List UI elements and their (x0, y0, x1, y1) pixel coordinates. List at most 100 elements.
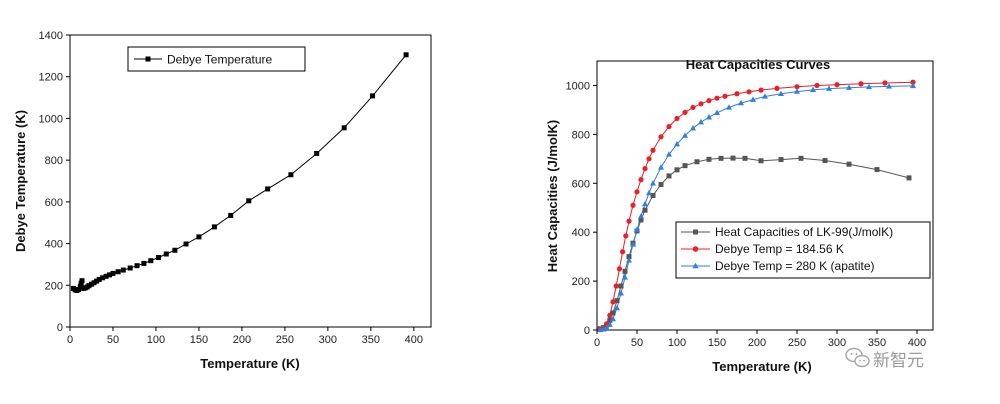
data-point (96, 276, 102, 282)
data-point (794, 84, 800, 90)
data-point (156, 255, 162, 261)
data-point (626, 218, 632, 224)
legend-marker (145, 56, 151, 62)
data-point (79, 278, 85, 284)
watermark: 新智元 (845, 347, 924, 371)
x-tick-label: 200 (233, 334, 251, 346)
data-point (607, 312, 613, 318)
x-tick-label: 150 (190, 334, 208, 346)
data-point (265, 186, 271, 192)
legend: Debye Temperature (127, 46, 306, 72)
data-point (826, 85, 832, 91)
data-point (341, 125, 347, 131)
y-tick-label: 1200 (39, 72, 63, 84)
data-point (682, 163, 688, 169)
y-tick-label: 600 (572, 178, 590, 190)
data-point (606, 321, 613, 327)
data-point (403, 52, 409, 58)
data-point (650, 180, 656, 186)
x-axis-title: Temperature (K) (200, 356, 299, 371)
data-point (694, 159, 700, 165)
data-point (674, 140, 680, 147)
data-point (246, 198, 252, 204)
data-point (846, 161, 852, 167)
x-tick-label: 300 (828, 337, 846, 349)
data-point (211, 224, 217, 230)
data-point (706, 156, 712, 162)
chart-title: Heat Capacities Curves (686, 57, 831, 72)
data-point (616, 266, 623, 272)
data-point (822, 158, 828, 164)
data-point (750, 96, 756, 102)
x-tick-label: 50 (631, 337, 643, 349)
data-point (718, 155, 724, 161)
data-point (730, 155, 736, 161)
data-point (746, 89, 752, 95)
data-point (634, 189, 640, 195)
data-point (603, 324, 610, 330)
data-point (646, 189, 652, 196)
data-point (288, 172, 294, 178)
data-point (610, 315, 616, 322)
x-tick-label: 350 (868, 337, 886, 349)
legend-label-lk99: Heat Capacities of LK-99(J/molK) (715, 225, 893, 239)
data-point (910, 82, 916, 89)
watermark-text: 新智元 (873, 351, 924, 371)
data-point (714, 95, 720, 101)
y-tick-label: 0 (584, 325, 590, 337)
data-point (370, 93, 376, 99)
data-point (882, 80, 888, 86)
data-point (618, 283, 624, 289)
data-point (834, 82, 840, 88)
x-tick-label: 0 (67, 334, 73, 346)
data-point (810, 86, 816, 93)
data-point (614, 304, 620, 311)
data-point (650, 147, 656, 153)
data-point (86, 283, 92, 289)
data-point (618, 290, 624, 296)
data-point (626, 257, 632, 263)
plot-frame (596, 60, 934, 331)
x-tick-label: 400 (908, 337, 926, 349)
legend-marker-lk99 (693, 229, 698, 235)
data-point (690, 104, 696, 111)
y-tick-label: 1400 (39, 30, 63, 42)
data-point (778, 157, 784, 163)
data-point (682, 109, 688, 115)
data-point (600, 326, 607, 332)
data-point (642, 166, 648, 172)
data-point (196, 234, 202, 240)
data-point (630, 241, 636, 247)
data-point (634, 226, 640, 232)
y-tick-label: 600 (45, 197, 63, 209)
data-point (798, 155, 804, 161)
y-axis-title: Heat Capacities (J/molK) (545, 120, 560, 272)
data-point (646, 156, 652, 162)
data-point (622, 274, 628, 280)
x-tick-label: 100 (147, 334, 165, 346)
data-point (610, 299, 616, 305)
data-point (742, 155, 748, 161)
data-point (698, 101, 704, 107)
legend-box (675, 221, 931, 279)
x-tick-label: 150 (708, 337, 726, 349)
data-point (846, 84, 852, 90)
data-point (774, 85, 780, 91)
data-point (183, 241, 189, 247)
data-point (642, 200, 648, 207)
data-point (94, 278, 100, 284)
x-tick-label: 200 (748, 337, 766, 349)
plot-frame (69, 34, 432, 328)
data-point (666, 173, 672, 179)
debye-temperature-chart: 0 50 100 150 200 250 300 350 400 0 200 400 600 800 100… (13, 30, 432, 371)
data-point (91, 280, 97, 286)
data-point (148, 258, 154, 264)
data-point (778, 90, 784, 96)
legend-label: Debye Temperature (167, 53, 272, 67)
data-point (88, 281, 94, 287)
data-point (76, 286, 82, 292)
data-point (874, 167, 880, 173)
data-point (706, 114, 712, 120)
axis-ticks: 0 50 100 150 200 250 300 350 400 0 200 400 600 800 100… (39, 30, 423, 346)
data-point (886, 83, 892, 89)
